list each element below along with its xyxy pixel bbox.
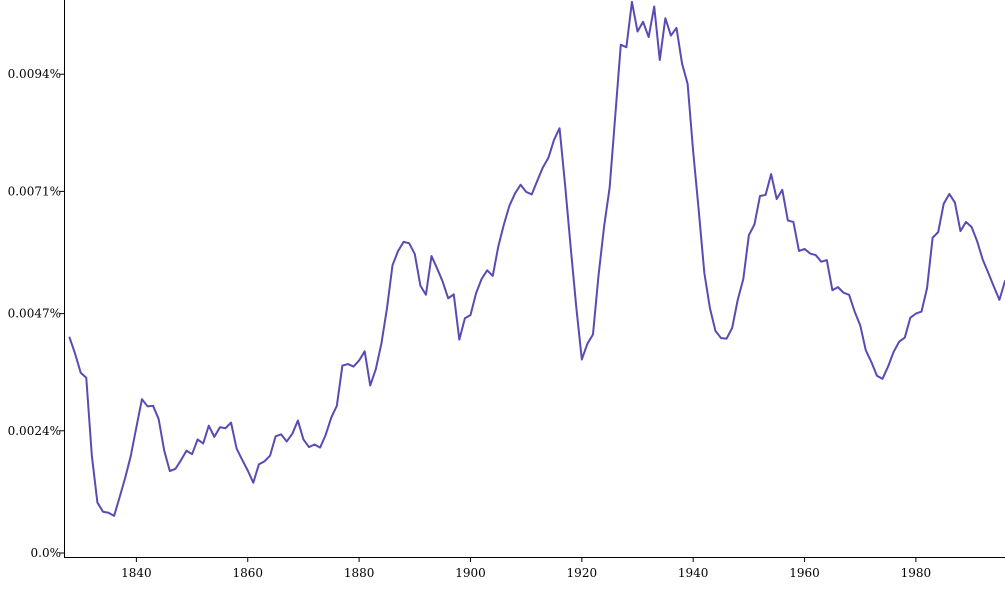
x-tick-label: 1900 [455, 566, 486, 580]
y-axis-ticks: 0.0% 0.0024% 0.0047% 0.0071% 0.0094% [8, 67, 65, 560]
x-tick-label: 1920 [567, 566, 598, 580]
x-tick-label: 1980 [901, 566, 932, 580]
x-tick-label: 1840 [121, 566, 152, 580]
x-tick-label: 1940 [678, 566, 709, 580]
y-tick-label: 0.0047% [8, 307, 61, 321]
x-tick-label: 1880 [344, 566, 375, 580]
y-tick-label: 0.0024% [8, 424, 61, 438]
x-axis: 1840 1860 1880 1900 1920 1940 1960 1980 [64, 557, 1005, 580]
y-axis: 0.0% 0.0024% 0.0047% 0.0071% 0.0094% [8, 0, 65, 560]
series-layer [68, 0, 1005, 517]
series-line [68, 0, 1005, 517]
x-tick-label: 1960 [789, 566, 820, 580]
y-tick-label: 0.0% [31, 546, 62, 560]
y-tick-label: 0.0094% [8, 67, 61, 81]
x-axis-ticks: 1840 1860 1880 1900 1920 1940 1960 1980 [121, 557, 932, 580]
x-tick-label: 1860 [232, 566, 263, 580]
y-tick-label: 0.0071% [8, 184, 61, 198]
